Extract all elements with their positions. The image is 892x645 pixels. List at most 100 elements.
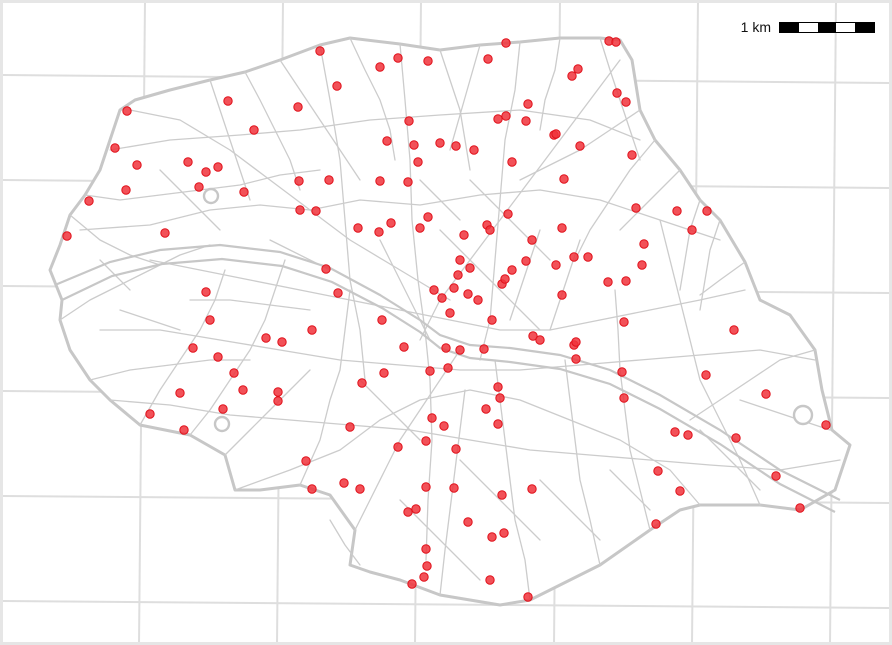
poi-point[interactable] [473,295,483,305]
poi-point[interactable] [687,225,697,235]
poi-point[interactable] [557,223,567,233]
poi-point[interactable] [429,285,439,295]
poi-point[interactable] [571,337,581,347]
poi-point[interactable] [465,263,475,273]
poi-point[interactable] [423,212,433,222]
poi-point[interactable] [557,290,567,300]
poi-point[interactable] [451,444,461,454]
poi-point[interactable] [611,37,621,47]
poi-point[interactable] [670,427,680,437]
poi-point[interactable] [451,141,461,151]
poi-point[interactable] [487,315,497,325]
poi-point[interactable] [375,62,385,72]
poi-point[interactable] [179,425,189,435]
poi-point[interactable] [651,519,661,529]
poi-point[interactable] [188,343,198,353]
poi-point[interactable] [702,206,712,216]
poi-point[interactable] [273,387,283,397]
poi-point[interactable] [453,270,463,280]
poi-point[interactable] [423,56,433,66]
poi-point[interactable] [485,225,495,235]
poi-point[interactable] [627,150,637,160]
poi-point[interactable] [261,333,271,343]
poi-point[interactable] [469,145,479,155]
poi-point[interactable] [293,102,303,112]
poi-point[interactable] [485,575,495,585]
poi-point[interactable] [621,97,631,107]
poi-point[interactable] [205,315,215,325]
poi-point[interactable] [437,293,447,303]
poi-point[interactable] [419,572,429,582]
poi-point[interactable] [393,53,403,63]
poi-point[interactable] [403,177,413,187]
poi-point[interactable] [201,167,211,177]
poi-point[interactable] [315,46,325,56]
poi-point[interactable] [213,352,223,362]
poi-point[interactable] [379,368,389,378]
poi-point[interactable] [422,561,432,571]
poi-point[interactable] [527,484,537,494]
poi-point[interactable] [729,325,739,335]
poi-point[interactable] [160,228,170,238]
poi-point[interactable] [459,230,469,240]
poi-point[interactable] [294,176,304,186]
poi-point[interactable] [441,343,451,353]
poi-point[interactable] [386,218,396,228]
poi-point[interactable] [639,239,649,249]
poi-point[interactable] [521,116,531,126]
poi-point[interactable] [84,196,94,206]
poi-point[interactable] [421,544,431,554]
poi-point[interactable] [612,88,622,98]
poi-point[interactable] [501,111,511,121]
poi-point[interactable] [621,276,631,286]
poi-point[interactable] [551,129,561,139]
poi-point[interactable] [399,342,409,352]
poi-point[interactable] [393,442,403,452]
poi-point[interactable] [238,385,248,395]
poi-point[interactable] [382,136,392,146]
poi-point[interactable] [455,255,465,265]
poi-point[interactable] [374,227,384,237]
poi-point[interactable] [321,264,331,274]
poi-point[interactable] [421,482,431,492]
poi-point[interactable] [567,71,577,81]
poi-point[interactable] [617,367,627,377]
poi-point[interactable] [62,231,72,241]
poi-point[interactable] [407,579,417,589]
poi-point[interactable] [307,484,317,494]
poi-point[interactable] [443,363,453,373]
poi-point[interactable] [493,419,503,429]
poi-point[interactable] [771,471,781,481]
poi-point[interactable] [427,413,437,423]
poi-point[interactable] [795,503,805,513]
poi-point[interactable] [223,96,233,106]
poi-point[interactable] [377,315,387,325]
poi-point[interactable] [277,337,287,347]
poi-point[interactable] [527,235,537,245]
poi-point[interactable] [535,335,545,345]
poi-point[interactable] [551,260,561,270]
poi-point[interactable] [487,532,497,542]
poi-point[interactable] [493,382,503,392]
poi-point[interactable] [435,138,445,148]
poi-point[interactable] [404,116,414,126]
poi-point[interactable] [683,430,693,440]
poi-point[interactable] [409,140,419,150]
poi-point[interactable] [500,274,510,284]
poi-point[interactable] [239,187,249,197]
poi-point[interactable] [481,404,491,414]
poi-point[interactable] [201,287,211,297]
poi-point[interactable] [619,393,629,403]
poi-point[interactable] [122,106,132,116]
poi-point[interactable] [339,478,349,488]
poi-point[interactable] [194,182,204,192]
poi-point[interactable] [355,484,365,494]
poi-point[interactable] [523,99,533,109]
poi-point[interactable] [421,436,431,446]
poi-point[interactable] [653,466,663,476]
poi-point[interactable] [403,507,413,517]
poi-point[interactable] [183,157,193,167]
poi-point[interactable] [701,370,711,380]
poi-point[interactable] [145,409,155,419]
